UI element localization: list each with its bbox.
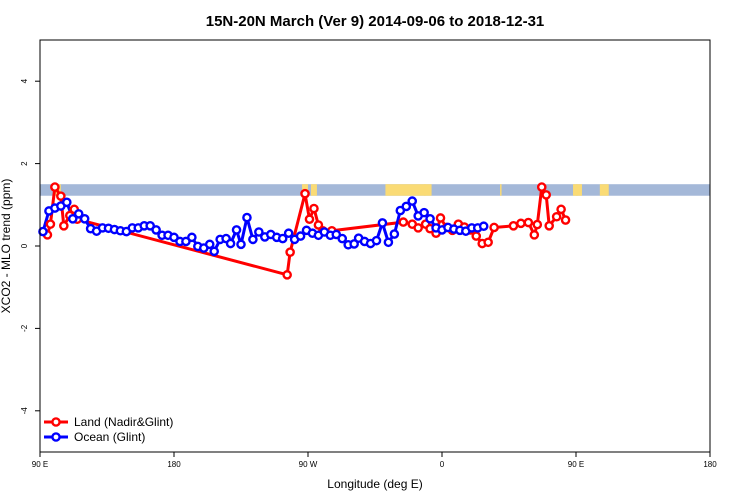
x-axis-label: Longitude (deg E) bbox=[327, 477, 422, 491]
data-point bbox=[544, 221, 555, 231]
data-point bbox=[187, 232, 197, 243]
data-point bbox=[471, 231, 482, 241]
data-point bbox=[401, 201, 412, 212]
x-tick-label: 90 E bbox=[32, 460, 48, 469]
data-point bbox=[523, 217, 534, 228]
legend-marker bbox=[51, 417, 61, 427]
legend: Land (Nadir&Glint)Ocean (Glint) bbox=[44, 415, 173, 444]
y-tick-label: -2 bbox=[20, 324, 29, 332]
data-point bbox=[56, 191, 66, 201]
data-point bbox=[377, 218, 388, 228]
data-point bbox=[73, 209, 84, 219]
x-tick-label: 90 W bbox=[299, 460, 318, 469]
y-tick-label: 4 bbox=[20, 78, 29, 83]
data-point bbox=[532, 219, 543, 230]
data-point bbox=[38, 226, 48, 237]
land-patch bbox=[576, 184, 582, 196]
data-point bbox=[435, 213, 446, 223]
data-point bbox=[225, 238, 236, 249]
data-point bbox=[425, 214, 435, 224]
x-tick-label: 0 bbox=[440, 460, 445, 469]
data-point bbox=[541, 190, 552, 200]
data-point bbox=[282, 270, 292, 280]
x-tick-label: 180 bbox=[703, 460, 717, 469]
data-point bbox=[413, 223, 423, 233]
data-point bbox=[398, 217, 409, 227]
data-point bbox=[45, 219, 56, 229]
data-point bbox=[277, 233, 288, 244]
data-point bbox=[337, 233, 348, 244]
ocean-band bbox=[40, 184, 710, 196]
data-point bbox=[236, 239, 246, 250]
data-point bbox=[285, 247, 295, 257]
data-point bbox=[231, 225, 242, 235]
data-point bbox=[560, 215, 571, 225]
legend-marker bbox=[51, 432, 61, 442]
land-patch bbox=[599, 184, 609, 196]
plot-frame bbox=[39, 39, 711, 453]
land-patch bbox=[424, 184, 432, 196]
data-point bbox=[248, 234, 258, 245]
series-markers bbox=[38, 182, 571, 280]
data-point bbox=[209, 246, 219, 257]
data-point bbox=[478, 221, 489, 232]
data-point bbox=[283, 228, 294, 239]
data-point bbox=[300, 188, 310, 199]
data-point bbox=[419, 207, 429, 218]
data-point bbox=[204, 239, 215, 250]
y-tick-label: 2 bbox=[20, 161, 29, 166]
data-point bbox=[371, 235, 382, 246]
data-point bbox=[309, 203, 319, 214]
data-point bbox=[304, 214, 315, 225]
data-point bbox=[151, 225, 161, 235]
data-point bbox=[516, 218, 526, 229]
data-point bbox=[508, 221, 519, 231]
data-point bbox=[407, 196, 418, 206]
data-point bbox=[79, 214, 90, 224]
land-patch bbox=[573, 184, 578, 196]
data-point bbox=[67, 214, 78, 224]
y-tick-label: -4 bbox=[20, 407, 29, 415]
data-point bbox=[529, 230, 540, 240]
data-point bbox=[62, 197, 72, 208]
land-patch bbox=[500, 184, 502, 196]
data-point bbox=[551, 211, 562, 222]
data-point bbox=[383, 237, 394, 248]
data-point bbox=[242, 212, 252, 223]
legend-label: Ocean (Glint) bbox=[74, 430, 145, 444]
land-patch bbox=[310, 184, 317, 196]
data-point bbox=[295, 231, 306, 241]
x-axis: 90 E 180 90 W 0 90 E 180 bbox=[32, 452, 717, 469]
x-tick-label: 180 bbox=[167, 460, 181, 469]
data-point bbox=[50, 182, 60, 192]
legend-label: Land (Nadir&Glint) bbox=[74, 415, 173, 429]
data-point bbox=[389, 229, 400, 239]
data-point bbox=[536, 182, 547, 192]
data-point bbox=[556, 204, 566, 215]
data-point bbox=[59, 221, 69, 231]
y-axis-label: XCO2 - MLO trend (ppm) bbox=[0, 179, 13, 314]
data-point bbox=[489, 222, 499, 233]
land-patch bbox=[385, 184, 426, 196]
data-point bbox=[483, 237, 493, 248]
data-point bbox=[254, 227, 264, 237]
land-ocean-band bbox=[40, 184, 710, 196]
x-tick-label: 90 E bbox=[568, 460, 584, 469]
y-axis: -4 -2 0 2 4 bbox=[20, 78, 40, 414]
chart-title: 15N-20N March (Ver 9) 2014-09-06 to 2018… bbox=[206, 13, 545, 30]
y-tick-label: 0 bbox=[20, 243, 29, 248]
